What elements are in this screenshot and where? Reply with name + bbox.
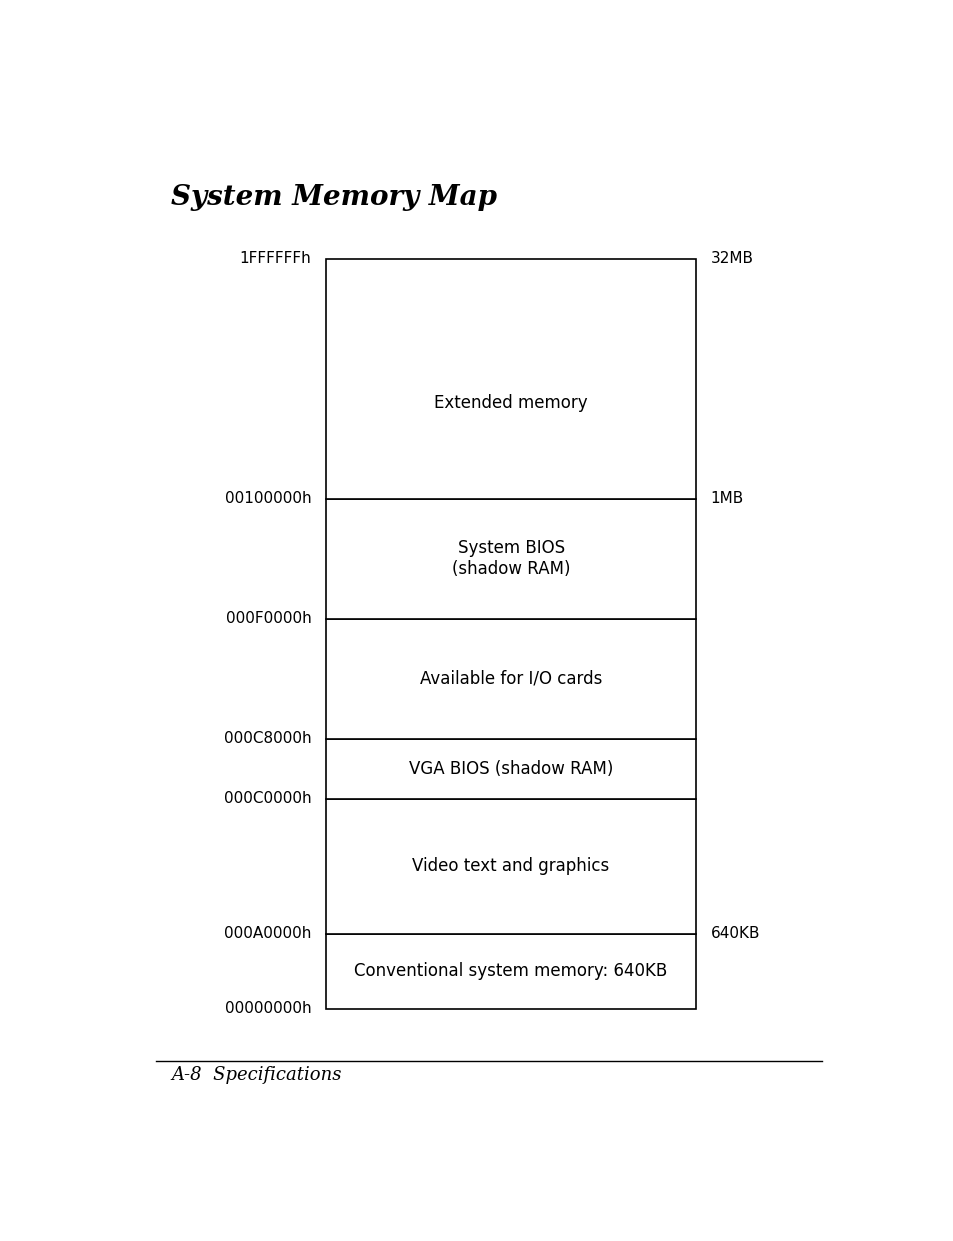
Text: 32MB: 32MB: [710, 252, 753, 267]
Text: Extended memory: Extended memory: [434, 393, 587, 412]
Text: Video text and graphics: Video text and graphics: [412, 858, 609, 875]
Bar: [326, 499, 696, 619]
Text: VGA BIOS (shadow RAM): VGA BIOS (shadow RAM): [409, 759, 613, 778]
Text: 1FFFFFFh: 1FFFFFFh: [239, 252, 311, 267]
Text: 1MB: 1MB: [710, 491, 743, 506]
Text: Available for I/O cards: Available for I/O cards: [419, 670, 601, 688]
Bar: [326, 799, 696, 934]
Bar: [326, 934, 696, 1009]
Text: 00000000h: 00000000h: [225, 1001, 311, 1016]
Text: 000A0000h: 000A0000h: [224, 927, 311, 942]
Text: 000C8000h: 000C8000h: [224, 731, 311, 746]
Text: System Memory Map: System Memory Map: [171, 184, 497, 211]
Text: Conventional system memory: 640KB: Conventional system memory: 640KB: [355, 963, 667, 980]
Bar: [326, 259, 696, 499]
Text: System BIOS
(shadow RAM): System BIOS (shadow RAM): [452, 540, 570, 578]
Text: 000C0000h: 000C0000h: [224, 792, 311, 807]
Bar: [326, 738, 696, 799]
Text: 640KB: 640KB: [710, 927, 760, 942]
Text: 000F0000h: 000F0000h: [226, 612, 311, 627]
Text: 00100000h: 00100000h: [225, 491, 311, 506]
Text: A-8  Specifications: A-8 Specifications: [171, 1066, 341, 1085]
Bar: [326, 619, 696, 738]
